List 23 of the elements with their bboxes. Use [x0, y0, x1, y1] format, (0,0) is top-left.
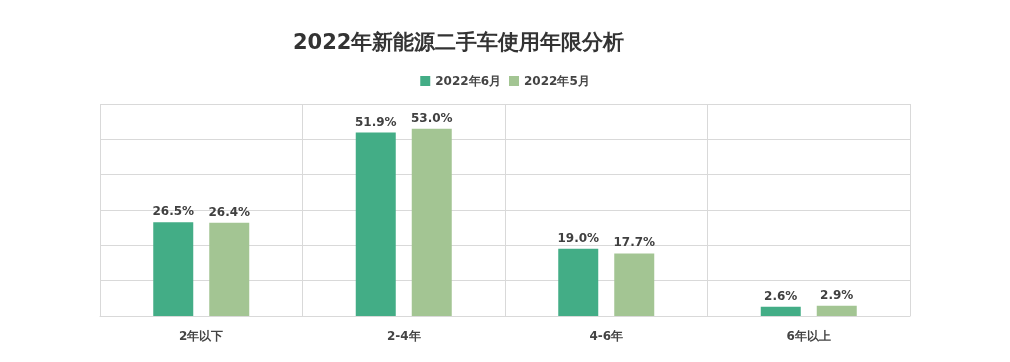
bar: [760, 306, 801, 316]
data-label: 17.7%: [613, 235, 656, 250]
bar: [614, 253, 655, 316]
x-tick-label: 6年以上: [786, 329, 831, 343]
bar: [153, 222, 194, 316]
legend-label: 2022年5月: [524, 74, 590, 88]
bar: [411, 128, 452, 316]
data-label: 19.0%: [557, 230, 600, 245]
data-label: 2.9%: [820, 287, 854, 302]
data-label: 26.4%: [208, 204, 251, 219]
legend-label: 2022年6月: [435, 74, 501, 88]
data-label: 53.0%: [410, 110, 453, 125]
bar: [816, 305, 857, 316]
x-tick-label: 2年以下: [179, 329, 224, 343]
bar: [209, 222, 250, 316]
chart-title: 2022年新能源二手车使用年限分析: [293, 29, 625, 54]
bar: [558, 248, 599, 316]
data-label: 51.9%: [354, 114, 397, 129]
data-label: 26.5%: [152, 204, 195, 219]
bar: [355, 132, 396, 316]
x-tick-label: 2-4年: [386, 329, 421, 343]
x-tick-label: 4-6年: [589, 329, 624, 343]
data-label: 2.6%: [764, 288, 798, 303]
